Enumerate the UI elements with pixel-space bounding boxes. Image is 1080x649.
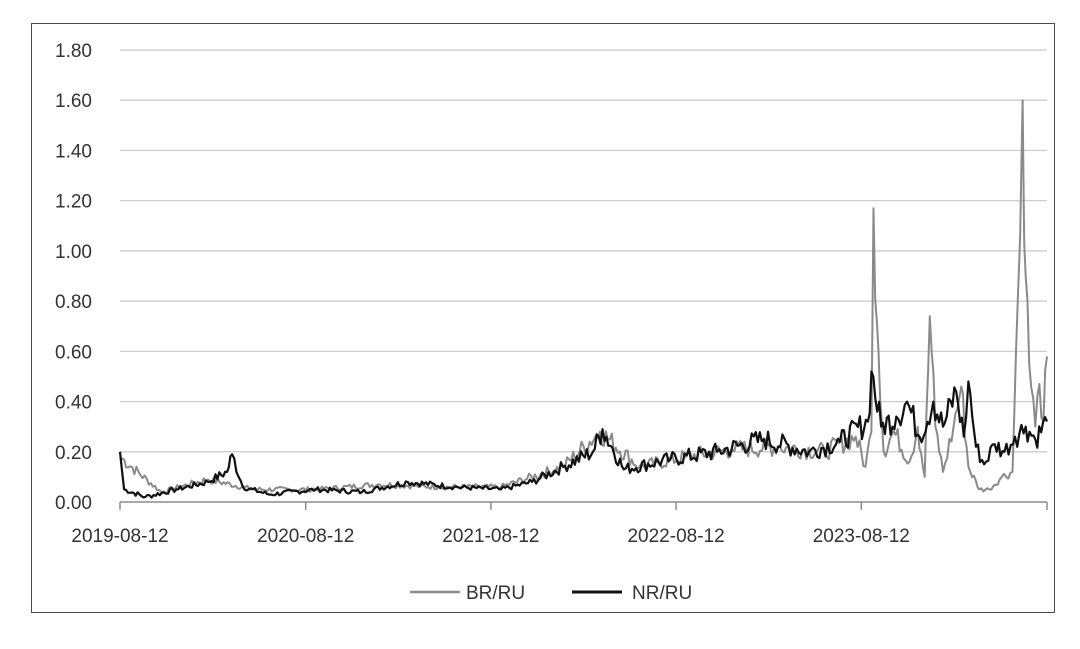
series-layer (118, 99, 1049, 499)
legend: BR/RU NR/RU (410, 583, 692, 604)
y-tick-label: 0.80 (55, 292, 92, 313)
y-tick-label: 1.80 (55, 41, 92, 62)
x-tick-label: 2020-08-12 (257, 526, 354, 547)
series-line-nr-ru (118, 370, 1049, 499)
series-line-br-ru (119, 99, 1048, 494)
y-tick-label: 0.40 (55, 393, 92, 414)
y-tick-label: 1.40 (55, 141, 92, 162)
x-tick-label: 2019-08-12 (71, 526, 168, 547)
y-tick-label: 1.20 (55, 192, 92, 213)
y-tick-label: 1.00 (55, 242, 92, 263)
chart-frame (31, 23, 1055, 613)
x-tick-label: 2021-08-12 (442, 526, 539, 547)
y-tick-label: 1.60 (55, 91, 92, 112)
x-tick-label: 2022-08-12 (627, 526, 724, 547)
y-tick-label: 0.20 (55, 443, 92, 464)
y-tick-label: 0.60 (55, 342, 92, 363)
y-tick-label: 0.00 (55, 493, 92, 514)
axis: 0.00 0.20 0.40 0.60 0.80 1.00 1.20 1.40 1.60 1.80… (55, 41, 1048, 547)
legend-label: BR/RU (466, 583, 525, 604)
gridlines (120, 49, 1047, 453)
legend-label: NR/RU (632, 583, 692, 604)
x-tick-label: 2023-08-12 (813, 526, 910, 547)
